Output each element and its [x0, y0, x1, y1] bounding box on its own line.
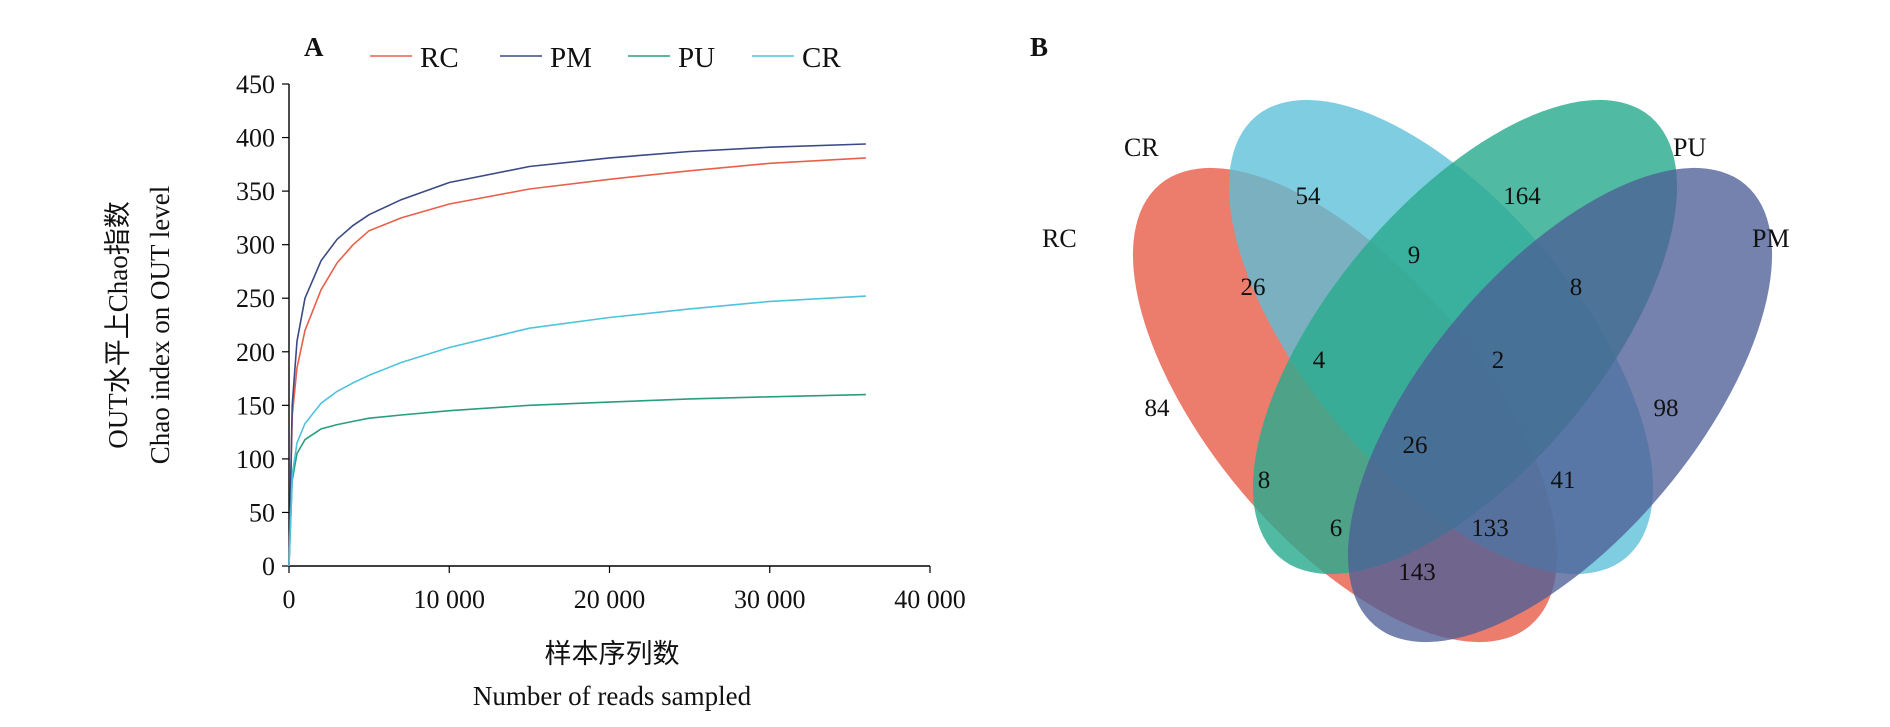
y-tick-label: 200: [236, 338, 275, 367]
panel-b-label: B: [1030, 32, 1048, 62]
legend-item-rc: RC: [370, 42, 459, 74]
venn-diagram: RC CR PU PM 54 164 9 26 8 4 2 84 98 26 8…: [1042, 99, 1790, 643]
venn-counts: 54 164 9 26 8 4 2 84 98 26 8 41 6 133 14…: [1145, 183, 1679, 586]
x-axis-title-en: Number of reads sampled: [473, 681, 752, 711]
legend-item-cr: CR: [752, 42, 841, 74]
x-tick-label: 40 000: [894, 585, 966, 614]
venn-count-pu-pm: 8: [1570, 274, 1583, 301]
y-tick-label: 450: [236, 70, 275, 99]
venn-count-rc-cr-pu: 4: [1313, 347, 1326, 374]
series-line-rc: [288, 157, 866, 567]
y-tick-label: 150: [236, 391, 275, 420]
legend-label-rc: RC: [420, 42, 459, 74]
venn-ellipse-pm: [1347, 167, 1773, 643]
x-tick-label: 10 000: [414, 585, 486, 614]
y-axis-title-cn: OUT水平上Chao指数: [103, 201, 133, 448]
venn-count-rc-cr: 26: [1241, 274, 1266, 301]
venn-count-rc-pm: 143: [1398, 559, 1436, 586]
legend: RC PM PU CR: [370, 42, 841, 74]
venn-count-cr-pu-pm: 2: [1492, 347, 1505, 374]
venn-count-pm-only: 98: [1654, 395, 1679, 422]
venn-count-pu-only: 164: [1503, 183, 1541, 210]
venn-count-rc-cr-pm: 133: [1471, 515, 1509, 542]
y-axis-ticks: 0 50 100 150 200 250 300 350 400 450: [236, 70, 289, 581]
x-axis-title-cn: 样本序列数: [545, 639, 680, 669]
x-axis-ticks: 0 10 000 20 000 30 000 40 000: [283, 566, 966, 614]
x-tick-label: 30 000: [734, 585, 806, 614]
y-tick-label: 400: [236, 124, 275, 153]
y-tick-label: 100: [236, 445, 275, 474]
series-line-pu: [288, 393, 866, 567]
legend-item-pm: PM: [500, 42, 592, 74]
series-lines: [288, 143, 866, 567]
y-tick-label: 250: [236, 284, 275, 313]
x-tick-label: 20 000: [574, 585, 646, 614]
legend-label-pu: PU: [678, 42, 715, 74]
legend-label-cr: CR: [802, 42, 841, 74]
legend-label-pm: PM: [550, 42, 592, 74]
venn-label-pu: PU: [1673, 133, 1706, 162]
venn-count-cr-pm: 41: [1551, 467, 1576, 494]
series-line-pm: [288, 143, 866, 567]
y-axis-title-en: Chao index on OUT level: [145, 186, 175, 464]
venn-label-pm: PM: [1752, 224, 1790, 253]
y-tick-label: 50: [249, 498, 275, 527]
y-tick-label: 0: [262, 552, 275, 581]
venn-count-rc-pu: 8: [1258, 467, 1271, 494]
y-tick-label: 300: [236, 231, 275, 260]
panel-a-label: A: [304, 32, 324, 62]
venn-count-all: 26: [1403, 432, 1428, 459]
venn-count-cr-only: 54: [1296, 183, 1322, 210]
venn-count-rc-only: 84: [1145, 395, 1171, 422]
venn-label-rc: RC: [1042, 224, 1077, 253]
venn-label-cr: CR: [1124, 133, 1159, 162]
legend-item-pu: PU: [628, 42, 715, 74]
venn-count-cr-pu: 9: [1408, 242, 1421, 269]
y-tick-label: 350: [236, 177, 275, 206]
series-line-cr: [288, 295, 866, 567]
venn-count-rc-pu-pm: 6: [1330, 515, 1343, 542]
x-tick-label: 0: [283, 585, 296, 614]
